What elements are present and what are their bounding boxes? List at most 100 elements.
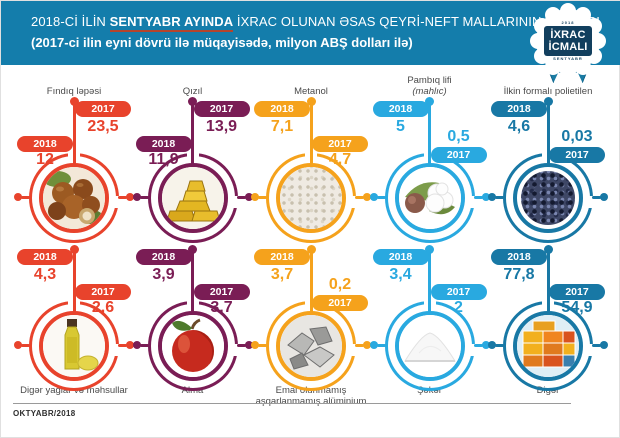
flag-2017: 2017 (430, 147, 487, 163)
item-circle (513, 311, 583, 381)
export-item-other-oils: 2018 4,3 2017 2,6 Digər yağlar və məhsul… (14, 245, 134, 409)
export-item-other: 2018 77,8 2017 54,9 Digər (488, 245, 608, 409)
item-label: Qızıl (182, 86, 203, 97)
oil-bottle-image (43, 315, 105, 377)
stem-line (428, 101, 431, 167)
connector-left (14, 341, 30, 349)
connector-left (132, 341, 149, 349)
item-label: İlkin formalı polietilen (503, 86, 593, 97)
stem-line (191, 101, 194, 167)
flag-2018: 2018 (491, 101, 547, 117)
item-graphic: 2018 77,8 2017 54,9 (488, 245, 608, 393)
badge-small-bottom: SENTYABR (553, 56, 583, 61)
item-label-main: Pambıq lifi (407, 75, 452, 86)
stem-line (72, 249, 76, 315)
gold-bars-image (161, 167, 224, 229)
item-label: Fındıq ləpəsi (46, 86, 102, 97)
export-item-aluminium: 2018 3,7 2017 0,2 Emal olunmamış aşqarla… (251, 245, 371, 409)
flag-2017-label: 2017 (209, 286, 234, 298)
flag-2017-label: 2017 (328, 297, 352, 309)
title-banner: 2018-Cİ İLİN SENTYABR AYINDA İXRAC OLUNA… (1, 1, 620, 65)
value-2017: 13,9 (205, 118, 238, 135)
item-graphic: 2018 5 2017 0,5 (369, 97, 490, 245)
containers-image (517, 315, 579, 377)
hazelnuts-image (43, 167, 105, 229)
flag-2017-label: 2017 (565, 149, 589, 161)
page-subtitle: (2017-ci ilin eyni dövrü ilə müqayisədə,… (31, 35, 413, 50)
flag-2018: 2018 (372, 249, 429, 265)
item-graphic: 2018 11,9 2017 13,9 (132, 97, 253, 245)
item-graphic: 2018 12 2017 23,5 (14, 97, 134, 245)
connector-right (473, 341, 490, 349)
flag-2017: 2017 (312, 295, 368, 311)
value-2018: 4,3 (33, 266, 57, 283)
flag-2017-label: 2017 (91, 286, 115, 298)
badge-rosette-icon: 2018 İXRAC İCMALI SENTYABR (536, 9, 600, 73)
flag-2017-label: 2017 (328, 138, 352, 150)
flag-2018: 2018 (135, 249, 192, 265)
item-label-sub: (mahlıc) (412, 86, 447, 97)
flag-2017: 2017 (75, 101, 131, 117)
flag-2018-label: 2018 (270, 251, 294, 263)
connector-right (592, 341, 608, 349)
page-title: 2018-Cİ İLİN SENTYABR AYINDA İXRAC OLUNA… (31, 14, 620, 32)
polymer-pellets-image (521, 171, 575, 225)
flag-2018-label: 2018 (388, 103, 413, 115)
item-label: Pambıq lifi (mahlıc) (372, 73, 488, 97)
item-label: Metanol (294, 86, 328, 97)
value-2017: 23,5 (87, 118, 119, 135)
export-item-gold: Qızıl 2018 11,9 2017 13,9 (132, 73, 253, 245)
flag-2017: 2017 (312, 136, 368, 152)
badge-line1: İXRAC (550, 29, 586, 41)
connector-right (236, 193, 253, 201)
badge-text-box: İXRAC İCMALI (544, 26, 592, 56)
item-graphic: 2018 3,7 2017 0,2 (251, 245, 371, 393)
item-circle (394, 163, 465, 233)
flag-2017-label: 2017 (446, 286, 471, 298)
flag-2017-label: 2017 (91, 103, 115, 115)
value-2017: 0,5 (447, 128, 470, 145)
connector-left (488, 341, 504, 349)
flag-2018-label: 2018 (33, 138, 57, 150)
stem-line (546, 101, 550, 167)
connector-left (369, 341, 386, 349)
flag-2018-label: 2018 (33, 251, 57, 263)
stem-line (546, 249, 550, 315)
flag-2017: 2017 (75, 284, 131, 300)
flag-2018-label: 2018 (507, 251, 531, 263)
ixrac-icmali-badge: 2018 İXRAC İCMALI SENTYABR (533, 5, 605, 97)
title-suffix: İXRAC OLUNAN ƏSAS QEYRİ-NEFT MALLARININ … (233, 14, 600, 29)
badge-line2: İCMALI (548, 41, 588, 53)
export-item-sugar: 2018 3,4 2017 2 Şəkər (369, 245, 490, 409)
connector-left (488, 193, 504, 201)
value-2018: 5 (396, 118, 405, 135)
export-item-apple: 2018 3,9 2017 3,7 Alma (132, 245, 253, 409)
sugar-pile-image (398, 315, 461, 377)
footer-divider (13, 403, 571, 404)
connector-left (251, 341, 267, 349)
flag-2018: 2018 (135, 136, 192, 152)
flag-2017: 2017 (549, 284, 605, 300)
items-row-2: 2018 4,3 2017 2,6 Digər yağlar və məhsul… (14, 245, 608, 409)
value-2018: 3,9 (152, 266, 175, 283)
item-circle (276, 163, 346, 233)
items-row-1: Fındıq ləpəsi 2018 12 2017 23,5 Qızıl 20… (14, 73, 608, 245)
item-circle (39, 163, 109, 233)
cotton-image (398, 167, 461, 229)
flag-2018: 2018 (17, 249, 73, 265)
title-prefix: 2018-Cİ İLİN (31, 14, 110, 29)
connector-left (251, 193, 267, 201)
item-graphic: 2018 4,6 2017 0,03 (488, 97, 608, 245)
flag-2017: 2017 (430, 284, 487, 300)
flag-2018: 2018 (254, 101, 310, 117)
connector-right (118, 341, 134, 349)
item-graphic: 2018 3,9 2017 3,7 (132, 245, 253, 393)
value-2018: 3,7 (270, 266, 294, 283)
value-2017: 54,9 (561, 299, 593, 316)
footer: OKTYABR/2018 (1, 403, 620, 418)
item-circle (513, 163, 583, 233)
item-circle (276, 311, 346, 381)
connector-right (473, 193, 490, 201)
flag-2018-label: 2018 (151, 138, 176, 150)
value-2018: 7,1 (270, 118, 294, 135)
